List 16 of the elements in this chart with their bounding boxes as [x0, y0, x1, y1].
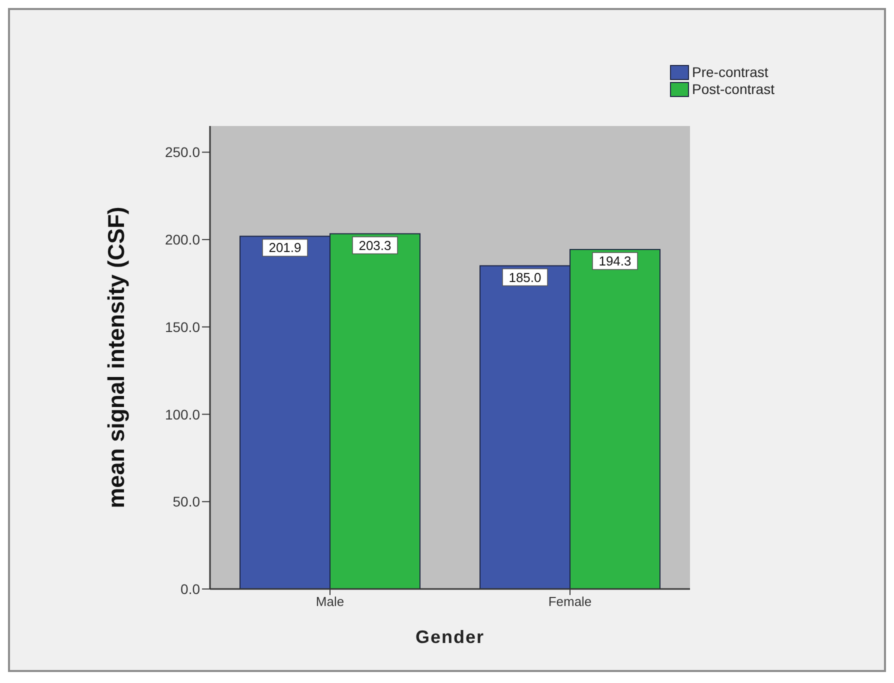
data-label: 201.9: [268, 240, 302, 256]
data-label: 203.3: [358, 238, 392, 253]
y-tick-label: 150.0: [164, 318, 200, 335]
data-label: 194.3: [598, 254, 632, 269]
data-label: 185.0: [508, 270, 542, 285]
y-tick-label: 250.0: [164, 144, 200, 160]
y-tick-label: 0.0: [180, 580, 200, 597]
legend-label: Pre-contrast: [692, 64, 768, 81]
legend-label: Post-contrast: [692, 81, 774, 98]
x-tick-label: Male: [316, 594, 344, 610]
y-tick-label: 200.0: [164, 232, 200, 248]
y-tick-label: 100.0: [164, 406, 200, 422]
x-axis-title: Gender: [415, 627, 485, 647]
y-tick-label: 50.0: [172, 494, 200, 510]
y-axis-title: mean signal intensity (CSF): [103, 206, 129, 508]
x-tick-label: Female: [548, 594, 592, 610]
